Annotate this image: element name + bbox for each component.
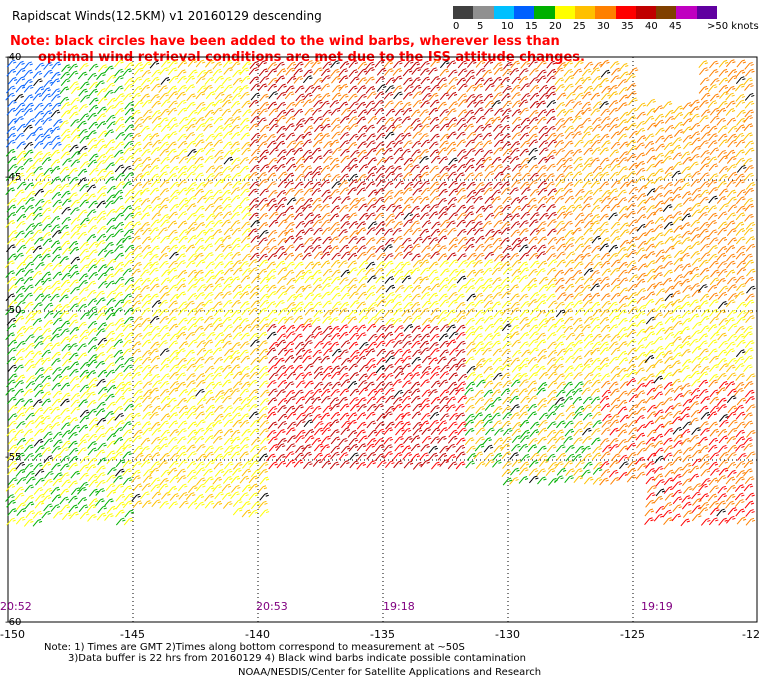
latitude-label: -55 xyxy=(5,452,22,463)
longitude-label: -125 xyxy=(620,628,645,641)
colorbar-label: 40 xyxy=(645,21,658,32)
colorbar-swatch xyxy=(696,6,718,19)
longitude-label: -120 xyxy=(742,628,760,641)
colorbar-swatch xyxy=(615,6,636,19)
longitude-label: -150 xyxy=(0,628,25,641)
colorbar-label: 25 xyxy=(573,21,586,32)
colorbar-swatch xyxy=(493,6,514,19)
colorbar-label: 15 xyxy=(525,21,538,32)
colorbar-swatch xyxy=(453,6,474,19)
map-title: Rapidscat Winds(12.5KM) v1 20160129 desc… xyxy=(12,9,322,23)
time-label: 19:18 xyxy=(383,600,415,613)
wind-speed-colorbar xyxy=(453,6,718,19)
longitude-label: -135 xyxy=(370,628,395,641)
footer-note-1: Note: 1) Times are GMT 2)Times along bot… xyxy=(44,642,465,653)
colorbar-label: 35 xyxy=(621,21,634,32)
colorbar-swatch xyxy=(534,6,555,19)
colorbar-labels: 0 5 10 15 20 25 30 35 40 45 >50 knots xyxy=(453,21,759,35)
longitude-label: -145 xyxy=(120,628,145,641)
colorbar-swatch xyxy=(574,6,596,19)
colorbar-swatch xyxy=(595,6,616,19)
latitude-label: -60 xyxy=(5,617,22,628)
colorbar-swatch xyxy=(513,6,535,19)
colorbar-label: 5 xyxy=(477,21,484,32)
longitude-label: -130 xyxy=(495,628,520,641)
footer-credit: NOAA/NESDIS/Center for Satellite Applica… xyxy=(238,667,542,678)
colorbar-label: 0 xyxy=(453,21,460,32)
longitude-label: -140 xyxy=(245,628,270,641)
colorbar-swatch xyxy=(656,6,677,19)
colorbar-label: 10 xyxy=(501,21,514,32)
colorbar-swatch xyxy=(676,6,697,19)
time-label: 20:52 xyxy=(0,600,32,613)
note-line-1: Note: black circles have been added to t… xyxy=(10,34,560,49)
colorbar-swatch xyxy=(554,6,575,19)
colorbar-label: 45 xyxy=(669,21,682,32)
footer-note-2: 3)Data buffer is 22 hrs from 20160129 4)… xyxy=(68,653,526,664)
colorbar-swatch xyxy=(635,6,657,19)
colorbar-label: >50 knots xyxy=(707,21,759,32)
wind-barbs xyxy=(5,59,756,527)
colorbar-swatch xyxy=(473,6,494,19)
colorbar-label: 30 xyxy=(597,21,610,32)
latitude-label: -50 xyxy=(5,305,22,316)
latitude-label: -45 xyxy=(5,172,22,183)
latitude-label: -40 xyxy=(5,52,22,63)
colorbar-label: 20 xyxy=(549,21,562,32)
time-label: 19:19 xyxy=(641,600,673,613)
time-label: 20:53 xyxy=(256,600,288,613)
